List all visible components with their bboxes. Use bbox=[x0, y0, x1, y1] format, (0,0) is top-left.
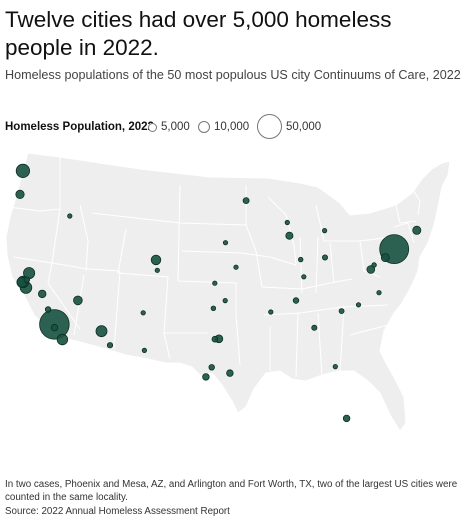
state-borders bbox=[7, 157, 421, 378]
city-bubble bbox=[44, 306, 52, 313]
city-bubble bbox=[38, 289, 47, 299]
footnote: In two cases, Phoenix and Mesa, AZ, and … bbox=[5, 479, 458, 503]
city-bubble bbox=[222, 298, 228, 304]
city-bubble bbox=[284, 219, 290, 226]
city-bubble bbox=[202, 373, 210, 381]
legend-circle-small-icon bbox=[148, 123, 157, 132]
city-bubble bbox=[67, 213, 73, 219]
city-bubble bbox=[15, 189, 25, 200]
city-bubble bbox=[301, 274, 307, 280]
city-bubble bbox=[242, 197, 250, 204]
city-bubble bbox=[95, 325, 108, 338]
size-legend: Homeless Population, 2022 5,000 10,000 5… bbox=[5, 114, 470, 140]
contiguous-us-land bbox=[5, 152, 451, 432]
city-bubble bbox=[226, 369, 234, 377]
city-bubble bbox=[366, 265, 376, 274]
legend-label-large: 50,000 bbox=[286, 121, 322, 133]
legend-circle-medium-icon bbox=[198, 121, 210, 133]
city-bubble bbox=[23, 276, 30, 283]
us-map bbox=[5, 152, 451, 432]
city-bubble bbox=[210, 305, 217, 311]
city-bubble bbox=[285, 231, 294, 240]
chart-title: Twelve cities had over 5,000 homeless pe… bbox=[5, 7, 392, 60]
bubble-layer bbox=[15, 163, 422, 423]
city-bubble bbox=[338, 308, 345, 315]
city-bubble bbox=[342, 414, 351, 423]
legend-label-small: 5,000 bbox=[161, 121, 190, 133]
city-bubble bbox=[141, 347, 147, 353]
city-bubble bbox=[355, 302, 362, 308]
city-bubble bbox=[380, 253, 390, 262]
city-bubble bbox=[211, 335, 219, 343]
city-bubble bbox=[222, 240, 229, 246]
legend-label-medium: 10,000 bbox=[214, 121, 250, 133]
city-bubble bbox=[292, 297, 300, 304]
city-bubble bbox=[233, 264, 239, 270]
city-bubble bbox=[412, 225, 422, 235]
city-bubble bbox=[268, 309, 274, 315]
city-bubble bbox=[212, 280, 218, 286]
city-bubble bbox=[140, 310, 146, 316]
city-bubble bbox=[208, 364, 215, 371]
city-bubble bbox=[298, 256, 304, 263]
chart-subtitle: Homeless populations of the 50 most popu… bbox=[5, 68, 461, 82]
land-layer bbox=[5, 152, 451, 432]
state-border-lines bbox=[7, 157, 421, 378]
city-bubble bbox=[311, 324, 318, 331]
city-bubble bbox=[321, 254, 328, 261]
city-bubble bbox=[321, 228, 328, 234]
city-bubble bbox=[332, 364, 338, 370]
city-bubble bbox=[73, 295, 83, 306]
source-note: Source: 2022 Annual Homeless Assessment … bbox=[5, 506, 230, 517]
city-bubble bbox=[371, 262, 377, 268]
city-bubble bbox=[150, 254, 162, 266]
legend-circle-large-icon bbox=[257, 114, 282, 139]
legend-title: Homeless Population, 2022 bbox=[5, 121, 154, 133]
city-bubble bbox=[154, 267, 160, 273]
city-bubble bbox=[106, 342, 114, 349]
city-bubble bbox=[50, 323, 59, 332]
city-bubble bbox=[376, 290, 382, 296]
city-bubble bbox=[15, 163, 31, 179]
city-bubble bbox=[56, 333, 69, 346]
